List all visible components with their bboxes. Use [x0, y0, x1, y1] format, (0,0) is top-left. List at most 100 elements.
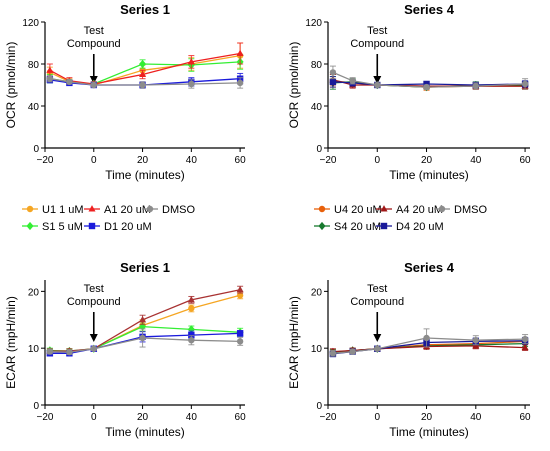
legend-label: D1 20 uM — [104, 221, 152, 233]
legend-label: A4 20 uM — [396, 204, 443, 216]
legend-marker — [380, 222, 388, 230]
series-line — [49, 337, 241, 353]
data-point — [423, 334, 430, 342]
legend-marker — [438, 205, 446, 213]
legend-entry: U4 20 uM — [314, 204, 382, 216]
data-point — [46, 75, 54, 82]
chart-title: Series 1 — [120, 260, 170, 275]
data-point — [349, 77, 356, 85]
data-point — [46, 348, 54, 355]
series-line — [332, 81, 526, 86]
legend-marker — [318, 221, 326, 231]
y-tick-label: 80 — [28, 60, 40, 71]
legend-entry: D4 20 uM — [376, 221, 444, 233]
legend-marker — [26, 221, 34, 231]
y-axis-label: OCR (pmol/min) — [4, 42, 18, 129]
x-tick-label: 20 — [421, 412, 433, 423]
legend-entry: S1 5 uM — [22, 221, 83, 233]
annotation-line-1: Test — [367, 25, 387, 37]
data-point — [521, 343, 529, 351]
x-tick-label: 0 — [91, 155, 97, 166]
y-tick-label: 40 — [28, 102, 40, 113]
annotation-line-1: Test — [367, 283, 387, 295]
chart-title: Series 4 — [404, 2, 455, 17]
series-4 — [46, 330, 244, 357]
data-point — [139, 59, 147, 69]
data-point — [66, 78, 73, 86]
legend-entry: DMSO — [142, 204, 195, 216]
x-tick-label: 20 — [137, 412, 149, 423]
data-point — [139, 81, 146, 89]
x-axis-label: Time (minutes) — [105, 168, 185, 182]
legend-entry: A4 20 uM — [376, 204, 443, 216]
series-5 — [46, 328, 244, 356]
x-tick-label: −20 — [320, 155, 337, 166]
legend-entry: S4 20 uM — [314, 221, 381, 233]
y-tick-label: 0 — [316, 401, 322, 412]
data-point — [46, 66, 54, 73]
data-point — [329, 350, 337, 357]
series-line — [49, 52, 241, 85]
data-point — [188, 337, 195, 344]
annotation-line-1: Test — [84, 283, 104, 295]
annotation-line-2: Compound — [67, 38, 121, 50]
x-tick-label: 60 — [235, 155, 247, 166]
data-point — [188, 305, 195, 312]
data-point — [374, 345, 381, 352]
data-point — [236, 49, 244, 57]
x-tick-label: 0 — [374, 155, 380, 166]
data-point — [329, 78, 337, 86]
x-tick-label: 20 — [421, 155, 433, 166]
legend-marker — [146, 205, 154, 213]
legend-marker — [88, 222, 96, 230]
x-tick-label: −20 — [37, 412, 54, 423]
annotation-line-2: Compound — [350, 296, 404, 308]
data-point — [236, 292, 244, 299]
legend-label: S4 20 uM — [334, 221, 381, 233]
data-point — [187, 296, 195, 303]
data-point — [139, 334, 146, 342]
y-tick-label: 80 — [311, 60, 323, 71]
x-axis-label: Time (minutes) — [389, 425, 469, 439]
data-point — [472, 337, 480, 344]
y-tick-label: 10 — [28, 344, 40, 355]
legend-label: DMSO — [162, 204, 195, 216]
data-point — [521, 335, 529, 343]
data-point — [236, 79, 244, 87]
x-tick-label: 60 — [520, 155, 532, 166]
x-tick-label: 40 — [186, 155, 198, 166]
y-tick-label: 20 — [28, 287, 40, 298]
data-point — [90, 345, 97, 352]
legend-label: A1 20 uM — [104, 204, 151, 216]
chart-title: Series 1 — [120, 2, 170, 17]
x-tick-label: 40 — [470, 155, 482, 166]
x-tick-label: 60 — [520, 412, 532, 423]
data-point — [374, 81, 381, 89]
legend-label: DMSO — [454, 204, 487, 216]
data-point — [236, 338, 244, 345]
x-tick-label: 40 — [186, 412, 198, 423]
legend-marker — [380, 205, 388, 212]
annotation-arrow-head — [373, 76, 382, 84]
y-tick-label: 40 — [311, 102, 323, 113]
y-tick-label: 20 — [311, 287, 323, 298]
legend-1: U1 1 uM A1 20 uM DMSO S1 5 uM D1 20 uM — [22, 204, 195, 233]
series-line — [49, 289, 241, 352]
x-tick-label: 0 — [374, 412, 380, 423]
x-tick-label: 20 — [137, 155, 149, 166]
legend-entry: U1 1 uM — [22, 204, 84, 216]
series-5 — [329, 328, 529, 357]
series-5 — [329, 65, 529, 91]
annotation-arrow-head — [373, 334, 382, 342]
legend-label: U4 20 uM — [334, 204, 382, 216]
legend-label: D4 20 uM — [396, 221, 444, 233]
x-tick-label: 60 — [235, 412, 247, 423]
data-point — [90, 81, 97, 89]
legend-label: U1 1 uM — [42, 204, 84, 216]
data-point — [423, 83, 430, 91]
annotation-line-1: Test — [84, 25, 104, 37]
y-tick-label: 10 — [311, 344, 323, 355]
